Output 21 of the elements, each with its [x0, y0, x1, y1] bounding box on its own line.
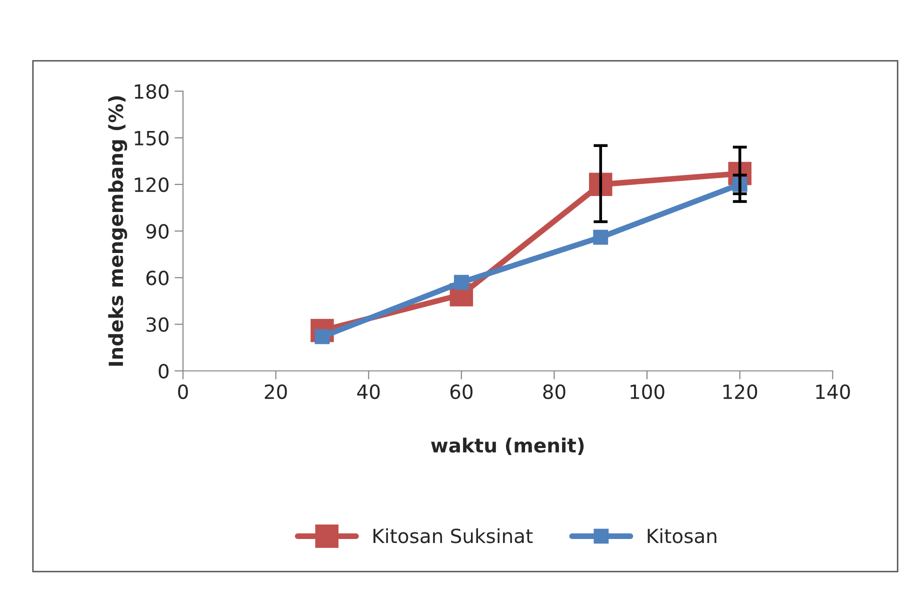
y-tick-label: 90: [146, 224, 169, 239]
x-tick-label: 120: [723, 384, 758, 400]
x-axis-title: waktu (menit): [431, 438, 584, 455]
y-tick-label: 30: [146, 317, 169, 332]
x-tick-label: 60: [450, 384, 472, 400]
x-tick-label: 20: [264, 384, 287, 400]
y-tick-label: 180: [134, 84, 169, 99]
x-tick-label: 140: [816, 384, 850, 400]
x-tick-label: 0: [178, 384, 188, 400]
y-tick-label: 0: [158, 364, 169, 379]
point: [454, 274, 469, 290]
x-tick-label: 40: [357, 384, 380, 400]
legend-label: Kitosan: [648, 528, 716, 544]
y-tick-label: 150: [134, 130, 169, 146]
legend-label: Kitosan Suksinat: [373, 528, 533, 544]
y-tick-label: 120: [134, 177, 169, 192]
x-tick-label: 80: [543, 384, 566, 400]
y-axis-title: Indeks mengembang (%): [108, 96, 128, 366]
y-tick-label: 60: [146, 270, 169, 286]
point: [593, 230, 608, 245]
x-tick-label: 100: [630, 384, 664, 400]
